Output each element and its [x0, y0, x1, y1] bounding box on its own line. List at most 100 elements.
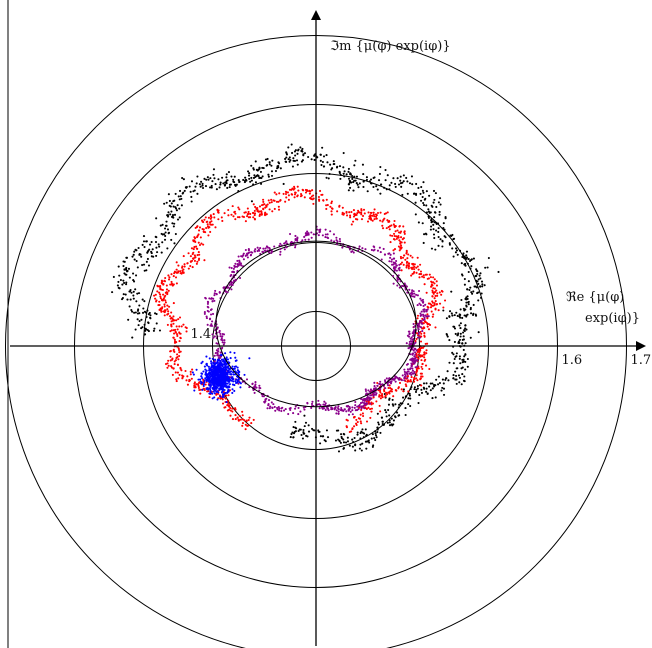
data-point: [383, 217, 386, 220]
data-point: [425, 190, 428, 193]
data-point: [297, 413, 300, 416]
data-point: [379, 397, 382, 400]
data-point: [163, 295, 166, 298]
data-point: [365, 392, 368, 395]
data-point: [457, 332, 460, 335]
data-point: [207, 306, 210, 309]
data-point: [195, 383, 198, 386]
data-point: [422, 315, 425, 318]
data-point: [239, 262, 243, 265]
data-point: [420, 388, 423, 391]
data-point: [417, 331, 421, 334]
data-point: [441, 245, 444, 248]
data-point: [225, 356, 228, 359]
data-point: [435, 284, 439, 287]
data-point: [297, 189, 300, 192]
data-point: [231, 270, 234, 274]
data-point: [185, 330, 188, 333]
data-point: [138, 320, 141, 323]
data-point: [270, 164, 273, 167]
data-point: [208, 384, 211, 387]
data-point: [458, 357, 461, 360]
data-point: [220, 369, 223, 372]
data-point: [292, 426, 295, 429]
data-point: [391, 398, 394, 401]
data-point: [338, 165, 342, 168]
data-point: [205, 227, 208, 230]
data-point: [330, 202, 333, 205]
data-point: [406, 264, 409, 267]
data-point: [219, 183, 222, 186]
data-point: [420, 310, 423, 313]
data-point: [425, 204, 428, 207]
data-point: [383, 393, 386, 396]
data-point: [136, 318, 139, 321]
data-point: [321, 160, 324, 164]
data-point: [268, 208, 271, 211]
data-point: [305, 232, 308, 235]
data-point: [166, 362, 169, 365]
data-point: [225, 181, 228, 184]
data-point: [214, 378, 217, 381]
data-point: [190, 247, 194, 250]
data-point: [329, 230, 332, 233]
data-point: [325, 154, 328, 157]
data-point: [207, 390, 210, 393]
scatter-series: [191, 351, 251, 404]
data-point: [386, 211, 389, 214]
data-point: [144, 329, 147, 332]
data-point: [466, 262, 469, 265]
data-point: [163, 279, 166, 282]
data-point: [170, 316, 173, 319]
data-point: [205, 355, 208, 358]
data-point: [390, 258, 394, 261]
data-point: [244, 211, 247, 214]
data-point: [444, 378, 447, 381]
data-point: [422, 191, 425, 194]
data-point: [216, 327, 219, 330]
data-point: [388, 424, 392, 427]
data-point: [351, 409, 354, 412]
data-point: [252, 183, 255, 186]
data-point: [166, 366, 169, 369]
data-point: [380, 183, 383, 186]
data-point: [479, 285, 482, 288]
data-point: [367, 211, 370, 214]
data-point: [463, 375, 466, 378]
data-point: [130, 308, 133, 312]
data-point: [414, 192, 418, 195]
data-point: [416, 294, 419, 297]
data-point: [343, 408, 346, 411]
data-point: [215, 367, 218, 370]
data-point: [196, 254, 199, 257]
data-point: [294, 246, 297, 249]
data-point: [372, 211, 375, 214]
data-point: [354, 159, 357, 162]
data-point: [209, 324, 212, 327]
data-point: [155, 299, 158, 302]
data-point: [386, 393, 389, 396]
data-point: [444, 216, 447, 219]
data-point: [438, 381, 441, 385]
data-point: [168, 276, 171, 279]
data-point: [462, 360, 466, 363]
data-point: [429, 382, 432, 385]
data-point: [414, 201, 417, 204]
data-point: [465, 296, 468, 299]
data-point: [372, 396, 375, 399]
data-point: [265, 245, 268, 248]
data-point: [458, 324, 461, 327]
data-point: [179, 270, 182, 273]
data-point: [227, 171, 230, 174]
data-point: [217, 367, 220, 370]
data-point: [249, 180, 252, 183]
data-point: [360, 218, 364, 221]
data-point: [156, 284, 159, 287]
data-point: [304, 188, 307, 191]
data-point: [376, 211, 380, 215]
data-point: [188, 379, 191, 382]
data-point: [233, 175, 236, 178]
data-point: [413, 268, 416, 271]
data-point: [257, 168, 260, 171]
data-point: [172, 336, 175, 339]
